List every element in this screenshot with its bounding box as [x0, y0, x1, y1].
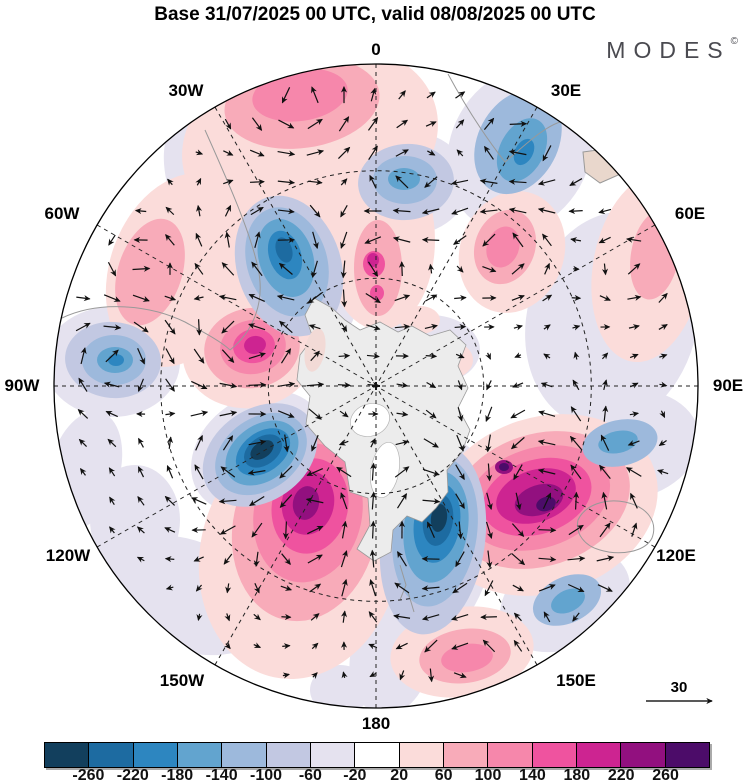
colorbar-cell — [44, 742, 90, 768]
lon-label-150E: 150E — [556, 671, 596, 690]
lon-label-0: 0 — [371, 40, 380, 59]
colorbar-tick-label: -100 — [249, 767, 283, 783]
colorbar-tick-label: 60 — [434, 767, 453, 783]
reference-vector: 30 — [646, 679, 713, 705]
colorbar-cell — [221, 742, 267, 768]
brand-logo: MODES© — [606, 36, 738, 64]
colorbar-cell — [88, 742, 134, 768]
colorbar-tick-label: -180 — [161, 767, 194, 783]
brand-mark: © — [730, 36, 738, 47]
colorbar-tick-label: -140 — [205, 767, 238, 783]
map-svg: 0 30E 60E 90E 120E 150E 180 150W 120W 90… — [5, 40, 744, 733]
lon-label-30W: 30W — [169, 81, 205, 100]
reference-vector-label: 30 — [671, 679, 688, 696]
lon-label-180: 180 — [362, 714, 390, 733]
colorbar-cell — [575, 742, 622, 768]
colorbar-cell — [265, 742, 311, 768]
colorbar-tick-label: 180 — [563, 767, 591, 783]
colorbar-tick-label: 100 — [474, 767, 502, 783]
colorbar-tick-label: 140 — [519, 767, 546, 783]
colorbar-tick-label: -220 — [116, 767, 149, 783]
colorbar-tick-label: -20 — [343, 767, 367, 783]
colorbar-cell — [664, 742, 710, 768]
colorbar-tick-label: 260 — [652, 767, 679, 783]
lon-label-90W: 90W — [5, 376, 41, 395]
colorbar-cell — [487, 742, 533, 768]
lon-label-60W: 60W — [45, 204, 81, 223]
lon-label-120E: 120E — [656, 546, 696, 565]
map-circle — [53, 63, 699, 709]
colorbar-cell — [442, 742, 489, 768]
brand-name: MODES — [606, 37, 731, 63]
lon-label-60E: 60E — [675, 204, 705, 223]
lon-label-150W: 150W — [160, 671, 205, 690]
lon-label-120W: 120W — [46, 546, 91, 565]
colorbar-cell — [176, 742, 223, 768]
lon-label-90E: 90E — [713, 376, 743, 395]
colorbar-tick-label: 220 — [607, 767, 635, 783]
colorbar-cell — [309, 742, 356, 768]
colorbar-cell — [354, 742, 400, 768]
colorbar-tick-label: 20 — [390, 767, 409, 783]
colorbar — [44, 742, 710, 768]
antarctica — [296, 297, 471, 562]
lon-label-30E: 30E — [551, 81, 581, 100]
colorbar-cell — [531, 742, 577, 768]
page-title: Base 31/07/2025 00 UTC, valid 08/08/2025… — [154, 4, 596, 25]
colorbar-tick-label: -260 — [72, 767, 105, 783]
wind-arrows — [75, 85, 669, 683]
colorbar-cell — [132, 742, 178, 768]
colorbar-tick-label: -60 — [298, 767, 322, 783]
colorbar-cell — [398, 742, 444, 768]
anomaly-field — [54, 64, 698, 708]
colorbar-cell — [620, 742, 666, 768]
colorbar-labels: -260 -220 -180 -140 -100 -60 -20 20 60 100 140 180 2… — [44, 767, 710, 783]
